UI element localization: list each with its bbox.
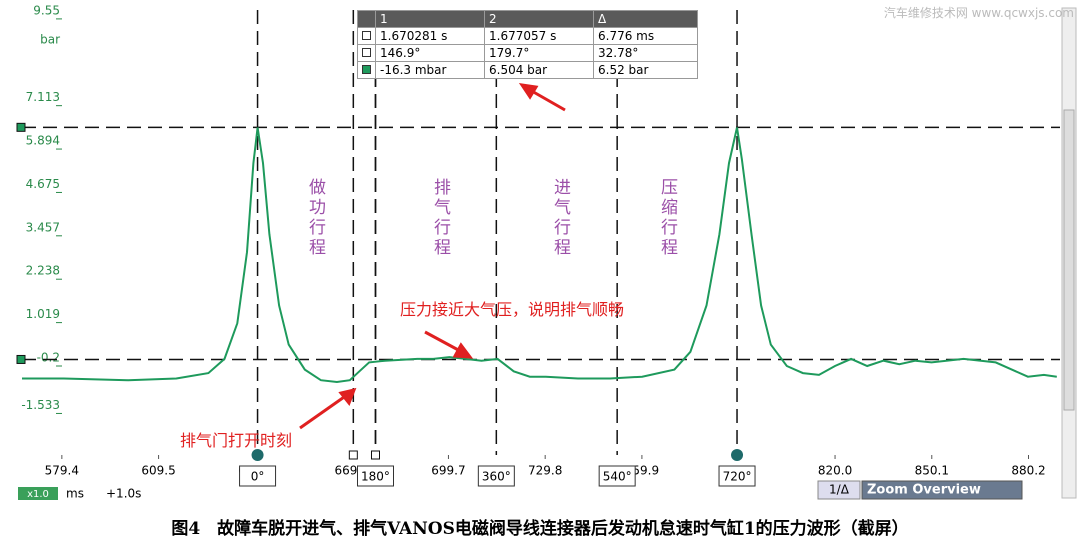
x-tick-label: 729.8 <box>528 464 562 478</box>
zoom-button-label: 1/Δ <box>829 483 850 497</box>
table-cell: 32.78° <box>593 44 698 62</box>
zoom-box[interactable] <box>18 487 58 500</box>
phase-label: 0° <box>251 470 265 484</box>
y-tick-label: -0.2 <box>37 351 60 365</box>
x-offset: +1.0s <box>106 487 141 501</box>
stroke-label: 进气行程 <box>550 178 570 258</box>
table-cell: 6.504 bar <box>484 61 594 79</box>
phase-label: 180° <box>361 470 390 484</box>
phase-box <box>598 465 636 487</box>
cursor-handle <box>348 450 358 460</box>
y-tick-label: 5.894 <box>26 134 60 148</box>
table-cell: 2 <box>484 10 594 28</box>
arrow <box>299 393 348 430</box>
stroke-label: 压缩行程 <box>657 178 677 258</box>
phase-box <box>718 465 756 487</box>
y-tick-label: 7.113 <box>26 90 60 104</box>
y-tick-label: 3.457 <box>26 220 60 234</box>
phase-label: 360° <box>482 470 511 484</box>
table-cell: 179.7° <box>484 44 594 62</box>
waveform <box>22 127 1057 384</box>
table-cell: Δ <box>593 10 698 28</box>
row-icon <box>357 10 376 28</box>
row-icon <box>357 27 376 45</box>
zoom-button[interactable] <box>817 480 861 500</box>
arrow <box>529 88 566 112</box>
table-row: 146.9° 179.7° 32.78° <box>357 44 698 62</box>
ruler-handle <box>16 354 26 364</box>
caption: 图4 故障车脱开进气、排气VANOS电磁阀导线连接器后发动机怠速时气缸1的压力波… <box>171 519 909 539</box>
x-tick-label: 699.7 <box>431 464 465 478</box>
y-tick-label: 1.019 <box>26 307 60 321</box>
arrowhead <box>518 83 539 100</box>
phase-dot <box>251 449 264 461</box>
phase-label: 540° <box>603 470 632 484</box>
scroll-thumb[interactable] <box>1063 109 1075 411</box>
phase-box <box>477 465 515 487</box>
stroke-label: 做功行程 <box>305 178 325 258</box>
annotation: 压力接近大气压，说明排气顺畅 <box>400 300 625 319</box>
phase-box <box>356 465 394 487</box>
stroke-label: 排气行程 <box>430 178 450 258</box>
table-cell: 6.52 bar <box>593 61 698 79</box>
table-cell: -16.3 mbar <box>375 61 485 79</box>
watermark: 汽车维修技术网 www.qcwxjs.com <box>883 6 1074 20</box>
phase-box <box>239 465 277 487</box>
phase-dot <box>731 449 744 461</box>
table-row: 1.670281 s 1.677057 s 6.776 ms <box>357 27 698 45</box>
x-tick-label: 609.5 <box>141 464 175 478</box>
x-tick-label: 820.0 <box>818 464 852 478</box>
table-cell: 1.677057 s <box>484 27 594 45</box>
table-cell: 1.670281 s <box>375 27 485 45</box>
table-cell: 6.776 ms <box>593 27 698 45</box>
y-tick-label: -1.533 <box>21 398 60 412</box>
ruler-handle <box>16 122 26 132</box>
x-tick-label: 880.2 <box>1011 464 1045 478</box>
y-unit: bar <box>40 33 60 47</box>
arrow <box>424 330 463 354</box>
zoom-overview-title: Zoom Overview <box>867 483 981 498</box>
y-tick-label: 2.238 <box>26 264 60 278</box>
y-tick-label: 4.675 <box>26 177 60 191</box>
zoom-label: x1.0 <box>27 489 49 500</box>
y-tick-label: 9.55 <box>33 3 60 17</box>
phase-label: 720° <box>723 470 752 484</box>
table-row: -16.3 mbar 6.504 bar 6.52 bar <box>357 61 698 79</box>
table-cell: 1 <box>375 10 485 28</box>
cursor-table: 1 2 Δ 1.670281 s 1.677057 s 6.776 ms 146.9° 179… <box>357 10 698 79</box>
arrowhead <box>338 387 357 406</box>
cursor-handle <box>370 450 380 460</box>
x-unit: ms <box>66 487 84 501</box>
table-cell: 146.9° <box>375 44 485 62</box>
x-tick-label: 850.1 <box>915 464 949 478</box>
row-icon <box>357 61 376 79</box>
annotation: 排气门打开时刻 <box>180 431 293 450</box>
x-tick-label: 579.4 <box>45 464 79 478</box>
row-icon <box>357 44 376 62</box>
zoom-overview[interactable] <box>861 480 1023 500</box>
arrowhead <box>452 342 474 359</box>
